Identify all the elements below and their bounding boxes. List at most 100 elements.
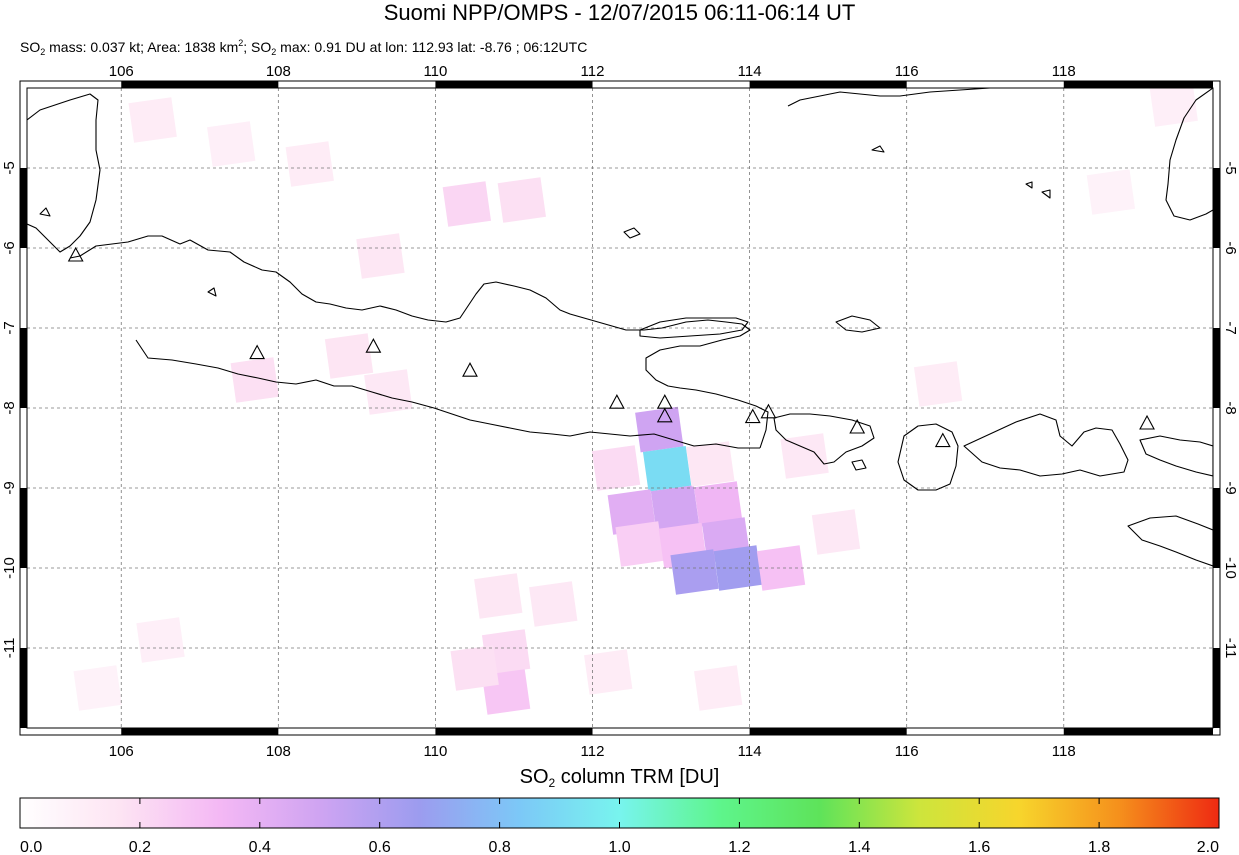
coast-java-south xyxy=(135,339,760,449)
volcano-triangle-icon xyxy=(849,418,866,434)
frame-bar xyxy=(1213,328,1220,408)
frame-bar xyxy=(1063,81,1213,88)
so2-pixel xyxy=(694,481,743,527)
coast-small-island-5 xyxy=(1041,189,1051,199)
axis-ticks: 106 106 108 108 110 110 112 112 114 114 116 116 118 1… xyxy=(1,63,1239,760)
so2-pixel xyxy=(230,357,279,403)
coast-java-east xyxy=(645,323,769,449)
volcano-triangle-icon xyxy=(744,408,761,424)
lat-tick-label-left: -5 xyxy=(1,161,18,174)
coast-madura xyxy=(639,317,749,339)
coast-small-island-3 xyxy=(871,145,885,153)
so2-pixel xyxy=(780,433,829,479)
so2-pixel xyxy=(356,233,405,279)
lon-tick-label-top: 108 xyxy=(266,63,291,80)
lat-tick-label-right: -5 xyxy=(1222,161,1239,174)
lat-tick-label-left: -9 xyxy=(1,481,18,494)
colorbar: 0.0 0.2 0.4 0.6 0.8 1.0 1.2 1.4 1.6 1.8 2.0 xyxy=(19,797,1220,855)
colorbar-tick-label: 1.8 xyxy=(1088,839,1110,855)
frame-bar xyxy=(20,168,27,248)
colorbar-tick-label: 1.2 xyxy=(728,839,750,855)
colorbar-tick-label: 0.8 xyxy=(488,839,510,855)
so2-pixel xyxy=(635,406,684,453)
lon-tick-label-bottom: 112 xyxy=(581,743,605,760)
volcano-triangle-icon xyxy=(365,338,382,353)
so2-pixel xyxy=(1086,169,1136,215)
volcano-triangle-icon xyxy=(462,362,478,377)
colorbar-tick-label: 0.6 xyxy=(369,839,391,855)
frame-bar xyxy=(435,81,593,88)
lat-tick-label-left: -10 xyxy=(1,557,18,579)
coast-small-island-4 xyxy=(1025,181,1033,189)
frame-bar xyxy=(749,728,907,735)
lat-tick-label-right: -9 xyxy=(1222,481,1239,494)
so2-pixel xyxy=(686,441,735,487)
lon-tick-label-top: 112 xyxy=(581,63,605,80)
so2-pixel xyxy=(497,177,546,223)
lon-tick-label-top: 116 xyxy=(895,63,919,80)
coastlines xyxy=(27,88,1213,567)
coast-lombok xyxy=(897,423,959,491)
coast-sumbawa xyxy=(963,413,1129,477)
lat-tick-label-left: -6 xyxy=(1,241,18,254)
volcano-triangle-icon xyxy=(656,394,673,409)
so2-pixel xyxy=(650,485,700,531)
colorbar-tick-label: 0.4 xyxy=(249,839,271,855)
colorbar-tick-label: 0.0 xyxy=(20,839,42,855)
colorbar-tick-label: 1.0 xyxy=(608,839,630,855)
lon-tick-label-top: 118 xyxy=(1052,63,1076,80)
coast-kangean xyxy=(835,315,881,333)
so2-pixel xyxy=(670,549,719,595)
map-subtitle: SO2 mass: 0.037 kt; Area: 1838 km2; SO2 … xyxy=(20,38,588,57)
lon-tick-label-bottom: 108 xyxy=(266,743,291,760)
lat-tick-label-left: -11 xyxy=(1,638,18,659)
frame-bar xyxy=(1213,168,1220,248)
so2-pixel xyxy=(584,649,633,695)
volcano-triangle-icon xyxy=(760,403,777,419)
so2-pixel xyxy=(615,521,664,567)
coast-bawean xyxy=(623,227,641,239)
colorbar-tick-label: 2.0 xyxy=(1197,839,1219,855)
so2-pixel xyxy=(450,645,499,691)
frame-bar xyxy=(20,648,27,728)
colorbar-tick-label: 1.4 xyxy=(848,839,870,855)
volcano-triangle-icon xyxy=(656,407,673,423)
volcano-markers xyxy=(67,246,1155,448)
coast-bali xyxy=(773,413,875,465)
so2-pixel xyxy=(73,665,122,711)
so2-pixel xyxy=(529,581,578,627)
lat-tick-label-right: -8 xyxy=(1222,401,1239,414)
coast-flores xyxy=(1139,435,1213,477)
so2-pixel xyxy=(591,445,641,491)
coast-nusa-penida xyxy=(851,459,867,471)
volcano-triangle-icon xyxy=(608,394,625,409)
frame-bar xyxy=(1063,728,1213,735)
frame-bar xyxy=(121,81,279,88)
lat-tick-label-right: -7 xyxy=(1222,321,1239,334)
lon-tick-label-bottom: 118 xyxy=(1052,743,1076,760)
so2-pixel xyxy=(474,573,523,619)
frame-bar xyxy=(1213,488,1220,568)
so2-pixel xyxy=(128,97,177,143)
frame-bar xyxy=(749,81,907,88)
so2-pixel xyxy=(756,545,806,591)
frame-bar xyxy=(1213,648,1220,728)
colorbar-title: SO2 column TRM [DU] xyxy=(519,766,720,790)
so2-pixel xyxy=(136,617,185,663)
so2-pixel xyxy=(811,509,861,555)
coast-small-island-1 xyxy=(207,287,217,297)
frame-bar xyxy=(20,328,27,408)
so2-pixel xyxy=(694,665,743,711)
lat-tick-label-right: -11 xyxy=(1222,638,1239,659)
map-frame xyxy=(19,80,1221,736)
lat-tick-label-right: -6 xyxy=(1222,241,1239,254)
lon-tick-label-bottom: 106 xyxy=(109,743,134,760)
map-title: Suomi NPP/OMPS - 12/07/2015 06:11-06:14 … xyxy=(383,0,856,25)
so2-pixel xyxy=(442,181,492,227)
lon-tick-label-top: 106 xyxy=(109,63,134,80)
volcano-triangle-icon xyxy=(934,432,951,448)
volcano-triangle-icon xyxy=(1139,414,1155,430)
lon-tick-label-bottom: 110 xyxy=(423,743,447,760)
so2-pixel xyxy=(913,361,963,407)
so2-pixel xyxy=(324,333,374,379)
